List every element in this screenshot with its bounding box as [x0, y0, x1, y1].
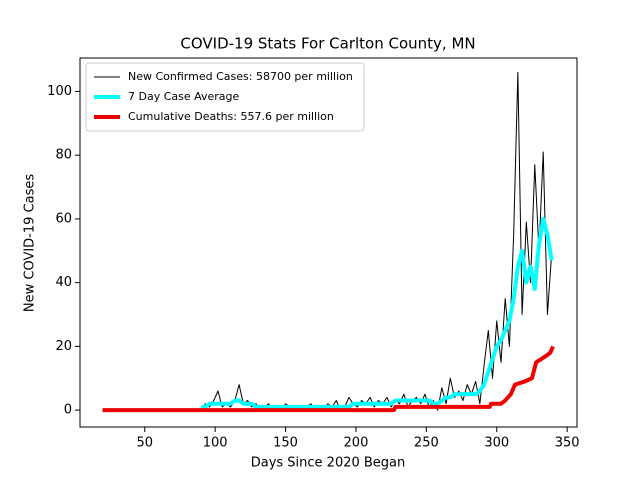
y-tick-label: 0	[64, 403, 72, 418]
legend-label: Cumulative Deaths: 557.6 per million	[128, 110, 334, 123]
y-tick-label: 100	[47, 84, 72, 99]
series-line	[102, 345, 555, 413]
y-tick-label: 40	[55, 275, 72, 290]
legend-box	[85, 62, 365, 132]
legend-label: New Confirmed Cases: 58700 per million	[128, 70, 353, 83]
x-tick-label: 150	[273, 436, 298, 451]
x-tick-label: 200	[344, 436, 369, 451]
x-axis-label: Days Since 2020 Began	[251, 456, 406, 471]
y-tick-label: 20	[55, 339, 72, 354]
series-line	[201, 216, 554, 409]
y-tick-label: 60	[55, 211, 72, 226]
x-tick-label: 350	[555, 436, 580, 451]
legend-label: 7 Day Case Average	[128, 90, 240, 103]
x-tick-label: 300	[484, 436, 509, 451]
y-axis-label: New COVID-19 Cases	[23, 174, 38, 312]
x-tick-label: 50	[136, 436, 153, 451]
chart-title: COVID-19 Stats For Carlton County, MN	[180, 35, 475, 53]
x-tick-label: 100	[203, 436, 228, 451]
x-tick-label: 250	[414, 436, 439, 451]
y-tick-label: 80	[55, 148, 72, 163]
plot-frame	[79, 57, 578, 428]
